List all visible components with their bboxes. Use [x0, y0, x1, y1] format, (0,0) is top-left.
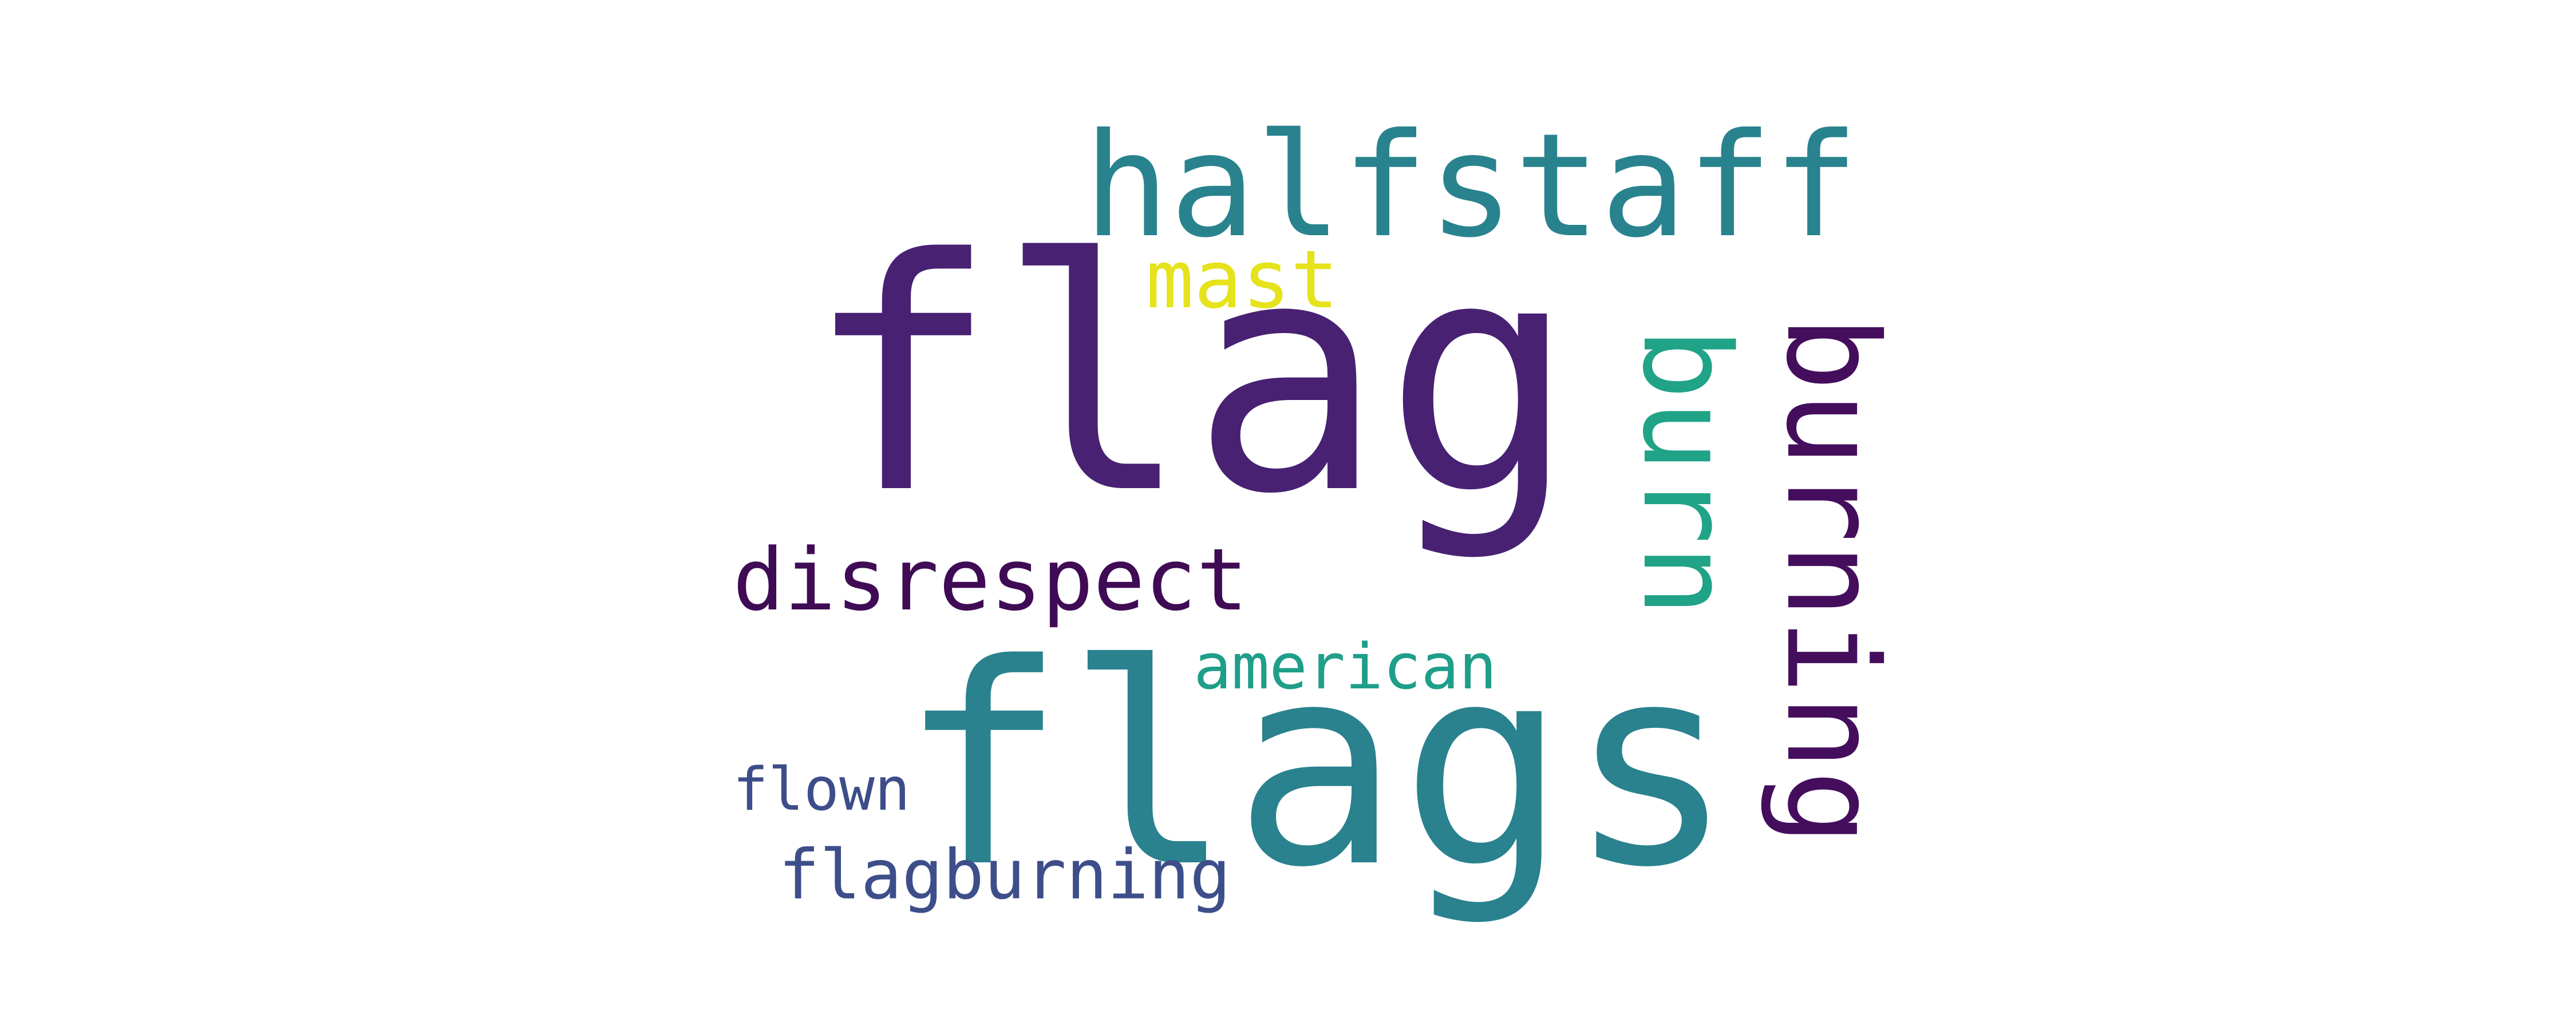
word-flag: flag: [804, 191, 1577, 564]
word-disrespect: disrespect: [733, 530, 1249, 631]
word-flown: flown: [733, 755, 911, 824]
word-burning: burning: [1759, 315, 1905, 846]
word-burn: burn: [1616, 327, 1756, 617]
word-halfstaff: halfstaff: [1083, 102, 1859, 269]
word-flags: flags: [899, 605, 1735, 928]
word-american: american: [1194, 630, 1497, 703]
word-mast: mast: [1145, 233, 1339, 327]
word-flagburning: flagburning: [779, 835, 1231, 916]
